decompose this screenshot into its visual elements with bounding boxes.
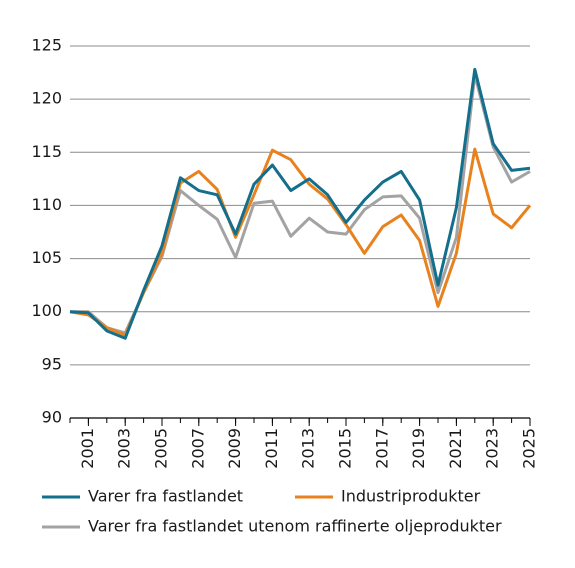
y-tick-label: 95: [42, 354, 62, 373]
x-tick-label: 2019: [409, 428, 428, 469]
y-tick-label: 120: [31, 89, 62, 108]
legend-label: Industriprodukter: [341, 487, 481, 506]
legend-label: Varer fra fastlandet utenom raffinerte o…: [88, 517, 502, 536]
line-series: [69, 67, 531, 340]
legend-label: Varer fra fastlandet: [88, 487, 243, 506]
x-tick-label: 2013: [299, 428, 318, 469]
x-tick-label: 2023: [483, 428, 502, 469]
y-tick-label: 115: [31, 142, 62, 161]
x-tick-label: 2025: [520, 428, 539, 469]
y-tick-label: 125: [31, 36, 62, 55]
y-tick-label: 90: [42, 408, 62, 427]
x-tick-label: 2017: [372, 428, 391, 469]
x-tick-label: 2015: [336, 428, 355, 469]
x-tick-label: 2005: [152, 428, 171, 469]
x-tick-label: 2009: [225, 428, 244, 469]
x-tick-label: 2021: [446, 428, 465, 469]
y-tick-label: 105: [31, 248, 62, 267]
x-tick-label: 2001: [78, 428, 97, 469]
y-tick-label: 100: [31, 301, 62, 320]
x-tick-label: 2011: [262, 428, 281, 469]
y-tick-label: 110: [31, 195, 62, 214]
x-tick-label: 2003: [115, 428, 134, 469]
line-series: [70, 73, 531, 335]
x-tick-label: 2007: [188, 428, 207, 469]
